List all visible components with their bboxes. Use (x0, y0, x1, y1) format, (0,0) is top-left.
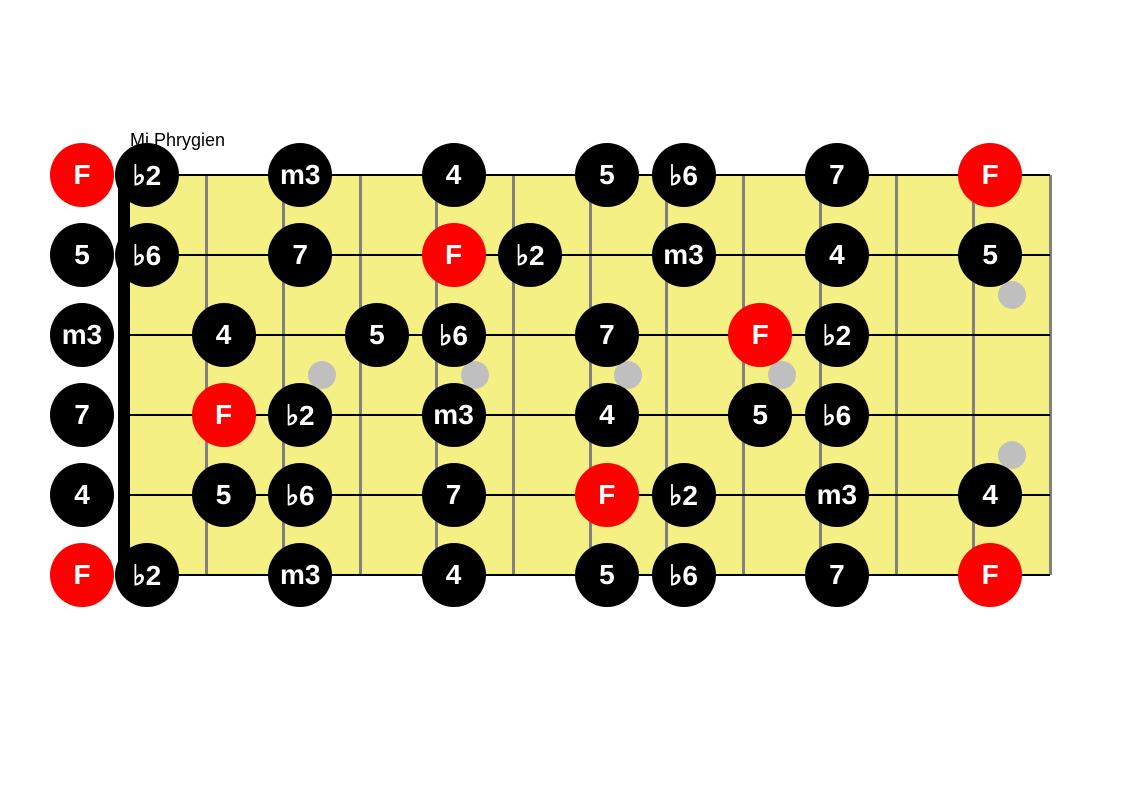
note-label: F (73, 559, 90, 591)
note-marker: 4 (192, 303, 256, 367)
note-label: 5 (599, 159, 615, 191)
note-marker: ♭6 (422, 303, 486, 367)
note-marker: m3 (50, 303, 114, 367)
note-marker: F (575, 463, 639, 527)
note-label: m3 (433, 399, 473, 431)
note-label: ♭2 (132, 559, 161, 592)
note-label: F (982, 559, 999, 591)
note-label: F (752, 319, 769, 351)
note-label: F (598, 479, 615, 511)
note-marker: 7 (422, 463, 486, 527)
note-marker: ♭6 (652, 543, 716, 607)
note-marker: m3 (422, 383, 486, 447)
note-marker: 4 (958, 463, 1022, 527)
note-label: m3 (280, 159, 320, 191)
note-label: 4 (74, 479, 90, 511)
fret-line (359, 175, 362, 575)
note-marker: 4 (575, 383, 639, 447)
note-label: ♭6 (132, 239, 161, 272)
note-label: m3 (280, 559, 320, 591)
note-label: ♭6 (439, 319, 468, 352)
note-label: 7 (446, 479, 462, 511)
fret-marker (998, 281, 1026, 309)
note-marker: ♭2 (805, 303, 869, 367)
note-marker: F (728, 303, 792, 367)
note-marker: 5 (192, 463, 256, 527)
note-label: 4 (216, 319, 232, 351)
note-marker: ♭2 (115, 143, 179, 207)
note-marker: 4 (422, 143, 486, 207)
note-label: F (215, 399, 232, 431)
note-label: 4 (982, 479, 998, 511)
note-label: ♭6 (822, 399, 851, 432)
note-label: m3 (817, 479, 857, 511)
note-marker: ♭6 (805, 383, 869, 447)
note-marker: F (958, 143, 1022, 207)
note-label: 5 (369, 319, 385, 351)
note-marker: m3 (268, 143, 332, 207)
note-marker: ♭6 (268, 463, 332, 527)
note-marker: ♭2 (498, 223, 562, 287)
note-label: ♭2 (669, 479, 698, 512)
note-marker: 5 (958, 223, 1022, 287)
note-marker: m3 (652, 223, 716, 287)
note-label: 5 (74, 239, 90, 271)
note-marker: 7 (805, 543, 869, 607)
note-label: 5 (982, 239, 998, 271)
note-label: 4 (446, 159, 462, 191)
note-label: m3 (62, 319, 102, 351)
note-marker: 5 (50, 223, 114, 287)
note-marker: 4 (50, 463, 114, 527)
note-marker: F (50, 543, 114, 607)
note-label: 4 (829, 239, 845, 271)
note-label: 7 (292, 239, 308, 271)
note-label: ♭2 (286, 399, 315, 432)
note-label: ♭2 (822, 319, 851, 352)
note-label: m3 (663, 239, 703, 271)
note-label: ♭6 (669, 559, 698, 592)
note-marker: 5 (345, 303, 409, 367)
note-marker: F (958, 543, 1022, 607)
note-marker: 7 (268, 223, 332, 287)
note-label: ♭2 (132, 159, 161, 192)
note-marker: m3 (268, 543, 332, 607)
fret-line (895, 175, 898, 575)
note-marker: 4 (805, 223, 869, 287)
note-marker: m3 (805, 463, 869, 527)
note-marker: F (422, 223, 486, 287)
note-marker: F (50, 143, 114, 207)
note-marker: 7 (50, 383, 114, 447)
note-marker: ♭6 (115, 223, 179, 287)
note-label: 5 (599, 559, 615, 591)
note-marker: ♭2 (652, 463, 716, 527)
note-marker: ♭6 (652, 143, 716, 207)
fret-line (742, 175, 745, 575)
note-marker: 7 (575, 303, 639, 367)
note-marker: 5 (575, 543, 639, 607)
note-marker: ♭2 (115, 543, 179, 607)
note-label: F (73, 159, 90, 191)
note-marker: 4 (422, 543, 486, 607)
note-label: 7 (829, 159, 845, 191)
note-marker: 5 (728, 383, 792, 447)
note-label: 7 (829, 559, 845, 591)
note-label: ♭6 (669, 159, 698, 192)
note-label: 5 (216, 479, 232, 511)
note-label: 4 (599, 399, 615, 431)
fret-line (1049, 175, 1052, 575)
note-label: 5 (752, 399, 768, 431)
note-label: 7 (74, 399, 90, 431)
note-marker: F (192, 383, 256, 447)
note-marker: 5 (575, 143, 639, 207)
note-marker: 7 (805, 143, 869, 207)
note-label: F (982, 159, 999, 191)
note-label: 4 (446, 559, 462, 591)
note-marker: ♭2 (268, 383, 332, 447)
note-label: F (445, 239, 462, 271)
note-label: 7 (599, 319, 615, 351)
note-label: ♭2 (516, 239, 545, 272)
note-label: ♭6 (286, 479, 315, 512)
